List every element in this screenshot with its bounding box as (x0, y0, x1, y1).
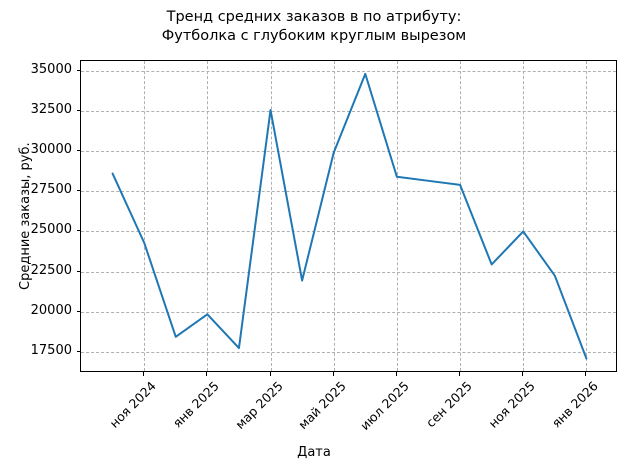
y-axis-tick-mark (76, 351, 80, 353)
chart-title: Тренд средних заказов в по атрибуту: Фут… (0, 8, 628, 46)
y-axis-tick-label: 22500 (30, 262, 72, 278)
x-axis-tick-mark (459, 372, 461, 376)
y-axis-tick-label: 17500 (30, 343, 72, 359)
x-axis-tick-mark (395, 372, 397, 376)
y-axis-tick-mark (76, 150, 80, 152)
y-axis-tick-label: 32500 (30, 101, 72, 117)
y-axis-tick-mark (76, 69, 80, 71)
x-axis-label: Дата (297, 445, 331, 460)
y-axis-tick-label: 30000 (30, 142, 72, 158)
chart-title-line-2: Футболка с глубоким круглым вырезом (161, 28, 467, 44)
x-axis-tick-mark (269, 372, 271, 376)
x-axis-tick-mark (332, 372, 334, 376)
y-axis-tick-label: 20000 (30, 302, 72, 318)
x-axis-tick-mark (585, 372, 587, 376)
x-axis-tick-mark (143, 372, 145, 376)
x-axis-tick-mark (206, 372, 208, 376)
y-axis-tick-label: 27500 (30, 182, 72, 198)
x-axis-tick-mark (522, 372, 524, 376)
line-series-svg (111, 72, 588, 360)
chart-title-line-1: Тренд средних заказов в по атрибуту: (166, 9, 462, 25)
y-axis-tick-mark (76, 230, 80, 232)
plot-area (80, 60, 617, 372)
y-axis-tick-label: 35000 (30, 61, 72, 77)
y-axis-tick-mark (76, 190, 80, 192)
y-axis-tick-label: 25000 (30, 222, 72, 238)
y-axis-tick-mark (76, 310, 80, 312)
y-axis-tick-mark (76, 109, 80, 111)
y-axis-tick-mark (76, 270, 80, 272)
series-line-average-orders (111, 72, 588, 360)
